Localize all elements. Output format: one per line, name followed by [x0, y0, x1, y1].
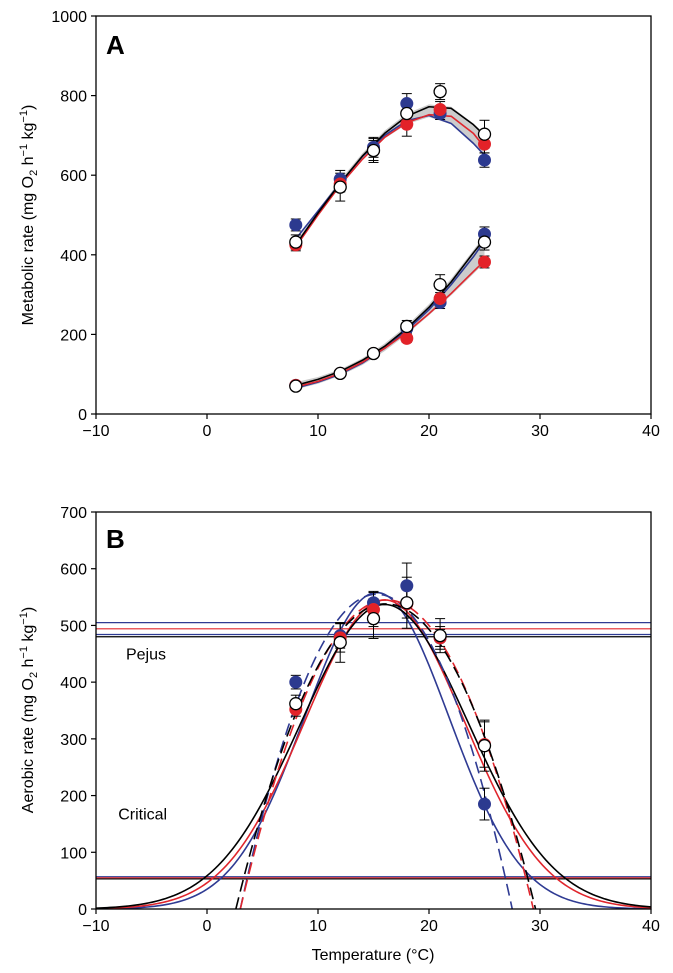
panel-b-plot-frame [95, 511, 652, 910]
fit-curve-min-black [295, 238, 486, 387]
panel-a-y-tick-label: 200 [60, 327, 87, 344]
panel-b-y-tick-label: 400 [60, 675, 87, 692]
panel-a-max-data-point-blue [478, 153, 491, 167]
panel-a-min-data-point-black [400, 319, 414, 334]
panel-b-y-tick-label: 700 [60, 505, 87, 522]
panel-a-x-tick-label: 10 [309, 423, 327, 440]
panel-b-x-axis-title: Temperature (°C) [312, 947, 435, 964]
panel-b-y-axis-title: Aerobic rate (mg O2 h−1 kg−1) [18, 607, 40, 813]
panel-a-y-tick-label: 600 [60, 168, 87, 185]
panel-a-min-data-point-black [433, 277, 447, 292]
panel-b-y-tick-label: 500 [60, 618, 87, 635]
panel-a-max-data-point-black [366, 143, 381, 158]
panel-a-x-tick-label: −10 [82, 423, 109, 440]
panel-a-x-tick-label: 20 [420, 423, 438, 440]
panel-b-data-point-black [366, 611, 381, 626]
pejus-label: Pejus [126, 646, 166, 663]
panel-b-y-tick-label: 300 [60, 732, 87, 749]
panel-b-x-tick-label: 10 [309, 918, 327, 935]
critical-label: Critical [118, 806, 167, 823]
panel-b-y-tick-label: 200 [60, 789, 87, 806]
panel-b-data-point-black [289, 697, 303, 711]
panel-a-y-tick-label: 1000 [51, 9, 87, 26]
panel-b-data-point-black [400, 596, 414, 610]
fit-curve-min-red [295, 260, 486, 388]
panel-a-letter: A [106, 30, 125, 60]
panel-a-plot-frame [95, 15, 652, 415]
panel-a-x-tick-label: 0 [203, 423, 212, 440]
panel-a-y-tick-label: 0 [78, 407, 87, 424]
fit-curve-max-black [295, 105, 486, 246]
parabolic-fit-blue [239, 593, 514, 909]
panel-a-min-data-point-red [433, 292, 447, 306]
panel-b-y-tick-label: 600 [60, 562, 87, 579]
confidence-band-max [295, 104, 485, 248]
parabolic-fit-red [239, 599, 535, 909]
fit-curve-max-red [295, 113, 486, 248]
gaussian-fit-blue [96, 591, 651, 909]
panel-b-x-tick-label: 30 [531, 918, 549, 935]
panel-a-min-data-point-black [289, 379, 303, 393]
panel-a-min-data-point-red [478, 255, 491, 269]
panel-a-min-data-point-red [400, 331, 414, 345]
panel-b-data-point-blue [289, 675, 303, 689]
panel-b-x-tick-label: 40 [642, 918, 660, 935]
panel-b-data-point-blue [400, 579, 414, 593]
panel-a-min-data-point-black [366, 346, 381, 361]
panel-b-data-point-black [477, 739, 492, 753]
panel-b-y-tick-label: 100 [60, 845, 87, 862]
panel-a-min-data-point-black [477, 235, 492, 249]
panel-a-min-data-point-black [333, 366, 347, 381]
panel-a-max-data-point-red [433, 103, 447, 117]
gaussian-fit-black [96, 603, 651, 909]
panel-b-data-point-black [433, 628, 447, 643]
fit-curve-min-blue [295, 240, 486, 389]
panel-b-x-tick-label: −10 [82, 918, 109, 935]
panel-b-letter: B [106, 524, 125, 554]
panel-a-max-data-point-black [289, 235, 303, 249]
panel-a-y-axis-title: Metabolic rate (mg O2 h−1 kg−1) [18, 105, 40, 326]
panel-b-y-tick-label: 0 [78, 902, 87, 919]
panel-a-max-data-point-black [333, 180, 347, 194]
panel-a-max-data-point-blue [289, 218, 303, 232]
confidence-band-min [295, 235, 485, 390]
gaussian-fit-red [96, 599, 651, 909]
panel-b-data-point-blue [478, 797, 491, 811]
panel-b-data-point-black [333, 635, 347, 650]
panel-b-x-tick-label: 0 [203, 918, 212, 935]
panel-a-x-tick-label: 40 [642, 423, 660, 440]
panel-a-x-tick-label: 30 [531, 423, 549, 440]
panel-a-max-data-point-black [433, 84, 447, 99]
panel-a-y-tick-label: 800 [60, 89, 87, 106]
panel-a-y-tick-label: 400 [60, 248, 87, 265]
panel-b-x-tick-label: 20 [420, 918, 438, 935]
panel-a-max-data-point-black [400, 106, 414, 121]
panel-a-max-data-point-black [477, 127, 492, 141]
